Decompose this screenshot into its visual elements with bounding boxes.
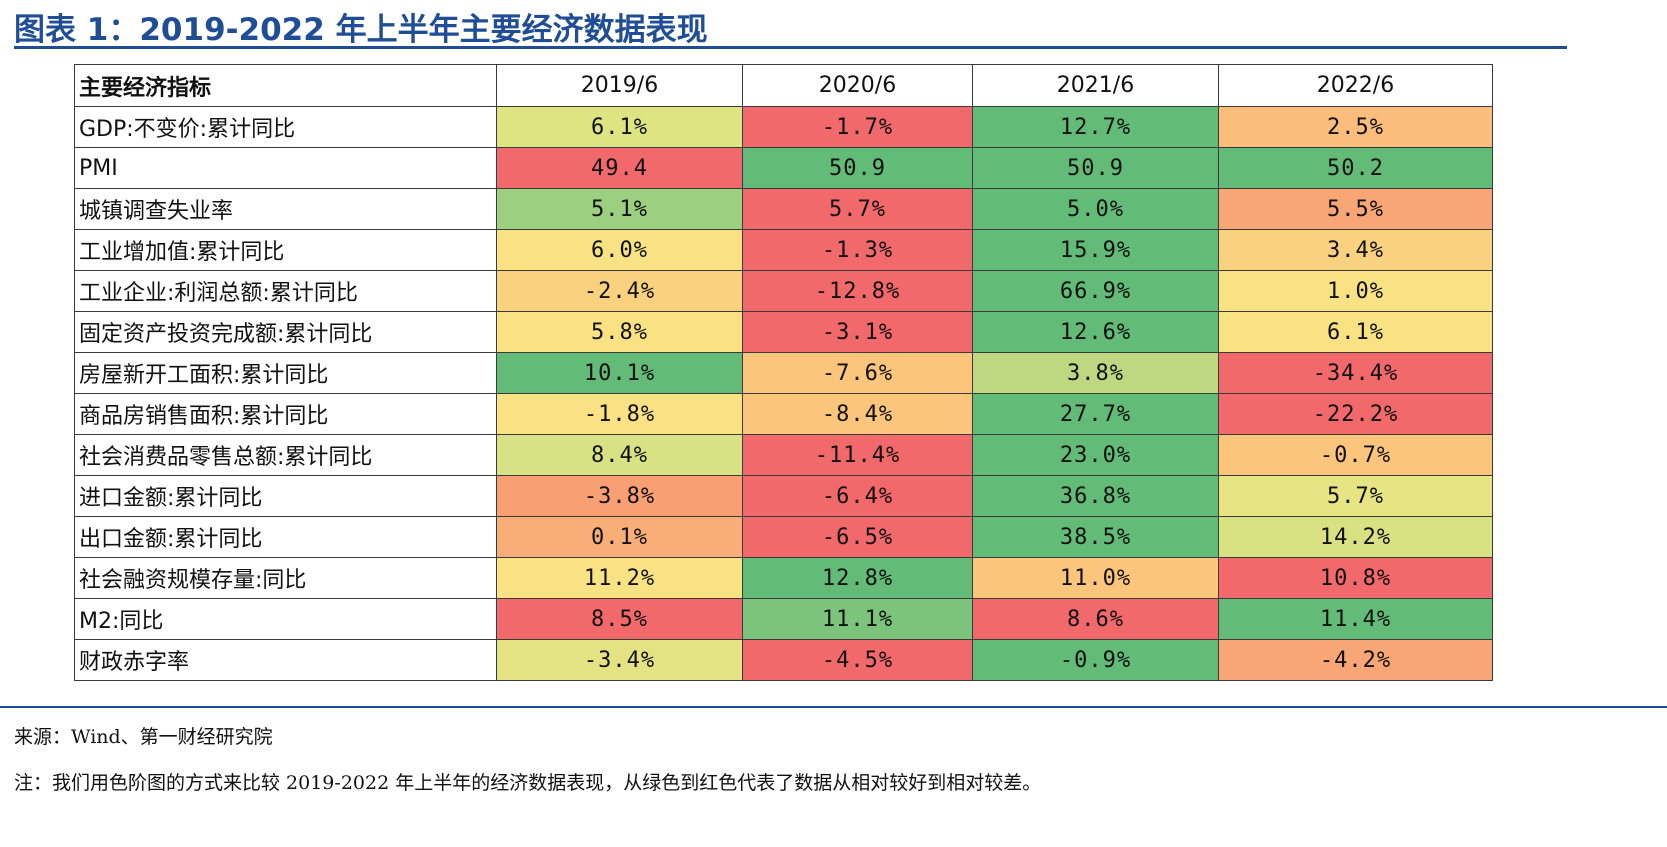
value-cell: 5.5% (1218, 188, 1493, 230)
value-cell: 49.4 (496, 147, 743, 189)
value-cell: 10.8% (1218, 557, 1493, 599)
value-cell: -1.7% (742, 106, 973, 148)
table-row: 财政赤字率 -3.4% -4.5% -0.9% -4.2% (74, 639, 1493, 681)
value-cell: 0.1% (496, 516, 743, 558)
column-header: 2021/6 (972, 64, 1219, 107)
value-cell: 6.1% (1218, 311, 1493, 353)
value-cell: 66.9% (972, 270, 1219, 312)
page-title: 图表 1：2019-2022 年上半年主要经济数据表现 (14, 12, 708, 48)
table-row: 工业企业:利润总额:累计同比 -2.4% -12.8% 66.9% 1.0% (74, 270, 1493, 312)
value-cell: -11.4% (742, 434, 973, 476)
value-cell: 8.6% (972, 598, 1219, 640)
table-row: PMI 49.4 50.9 50.9 50.2 (74, 147, 1493, 189)
value-cell: -1.3% (742, 229, 973, 271)
value-cell: 1.0% (1218, 270, 1493, 312)
value-cell: -2.4% (496, 270, 743, 312)
value-cell: 27.7% (972, 393, 1219, 435)
value-cell: 5.8% (496, 311, 743, 353)
table-row: 社会融资规模存量:同比 11.2% 12.8% 11.0% 10.8% (74, 557, 1493, 599)
value-cell: 14.2% (1218, 516, 1493, 558)
value-cell: -6.5% (742, 516, 973, 558)
value-cell: -3.8% (496, 475, 743, 517)
value-cell: 5.7% (742, 188, 973, 230)
source-note: 来源：Wind、第一财经研究院 (14, 726, 273, 748)
value-cell: -22.2% (1218, 393, 1493, 435)
indicator-label: 进口金额:累计同比 (74, 475, 497, 517)
value-cell: -34.4% (1218, 352, 1493, 394)
column-header: 2022/6 (1218, 64, 1493, 107)
indicator-label: M2:同比 (74, 598, 497, 640)
table-row: 固定资产投资完成额:累计同比 5.8% -3.1% 12.6% 6.1% (74, 311, 1493, 353)
column-header: 主要经济指标 (74, 64, 497, 107)
value-cell: 50.9 (742, 147, 973, 189)
value-cell: -1.8% (496, 393, 743, 435)
value-cell: 11.4% (1218, 598, 1493, 640)
table-row: 工业增加值:累计同比 6.0% -1.3% 15.9% 3.4% (74, 229, 1493, 271)
value-cell: 11.0% (972, 557, 1219, 599)
footer-divider (0, 706, 1667, 708)
value-cell: 3.4% (1218, 229, 1493, 271)
value-cell: 12.6% (972, 311, 1219, 353)
column-header: 2020/6 (742, 64, 973, 107)
value-cell: -7.6% (742, 352, 973, 394)
value-cell: 6.0% (496, 229, 743, 271)
indicator-label: 工业增加值:累计同比 (74, 229, 497, 271)
table-row: GDP:不变价:累计同比 6.1% -1.7% 12.7% 2.5% (74, 106, 1493, 148)
value-cell: 5.1% (496, 188, 743, 230)
value-cell: -0.7% (1218, 434, 1493, 476)
value-cell: -0.9% (972, 639, 1219, 681)
value-cell: 23.0% (972, 434, 1219, 476)
value-cell: 36.8% (972, 475, 1219, 517)
table-row: 社会消费品零售总额:累计同比 8.4% -11.4% 23.0% -0.7% (74, 434, 1493, 476)
column-header: 2019/6 (496, 64, 743, 107)
table-header-row: 主要经济指标 2019/6 2020/6 2021/6 2022/6 (74, 64, 1493, 107)
value-cell: 11.1% (742, 598, 973, 640)
value-cell: 15.9% (972, 229, 1219, 271)
table-row: 城镇调查失业率 5.1% 5.7% 5.0% 5.5% (74, 188, 1493, 230)
value-cell: -3.4% (496, 639, 743, 681)
indicator-label: 固定资产投资完成额:累计同比 (74, 311, 497, 353)
table-row: 出口金额:累计同比 0.1% -6.5% 38.5% 14.2% (74, 516, 1493, 558)
indicator-label: 房屋新开工面积:累计同比 (74, 352, 497, 394)
value-cell: 50.2 (1218, 147, 1493, 189)
value-cell: -4.5% (742, 639, 973, 681)
value-cell: 8.4% (496, 434, 743, 476)
value-cell: -4.2% (1218, 639, 1493, 681)
indicator-label: 出口金额:累计同比 (74, 516, 497, 558)
economic-data-table: 主要经济指标 2019/6 2020/6 2021/6 2022/6 GDP:不… (74, 64, 1493, 681)
table-row: 房屋新开工面积:累计同比 10.1% -7.6% 3.8% -34.4% (74, 352, 1493, 394)
table-row: M2:同比 8.5% 11.1% 8.6% 11.4% (74, 598, 1493, 640)
footnote: 注：我们用色阶图的方式来比较 2019-2022 年上半年的经济数据表现，从绿色… (14, 772, 1042, 794)
value-cell: 10.1% (496, 352, 743, 394)
indicator-label: PMI (74, 147, 497, 189)
indicator-label: 社会融资规模存量:同比 (74, 557, 497, 599)
value-cell: 3.8% (972, 352, 1219, 394)
indicator-label: 商品房销售面积:累计同比 (74, 393, 497, 435)
value-cell: 5.7% (1218, 475, 1493, 517)
value-cell: 50.9 (972, 147, 1219, 189)
title-divider (14, 46, 1567, 49)
value-cell: 6.1% (496, 106, 743, 148)
table-row: 商品房销售面积:累计同比 -1.8% -8.4% 27.7% -22.2% (74, 393, 1493, 435)
indicator-label: 工业企业:利润总额:累计同比 (74, 270, 497, 312)
value-cell: -8.4% (742, 393, 973, 435)
value-cell: 12.7% (972, 106, 1219, 148)
value-cell: -6.4% (742, 475, 973, 517)
table-row: 进口金额:累计同比 -3.8% -6.4% 36.8% 5.7% (74, 475, 1493, 517)
indicator-label: 财政赤字率 (74, 639, 497, 681)
indicator-label: 城镇调查失业率 (74, 188, 497, 230)
value-cell: 12.8% (742, 557, 973, 599)
value-cell: 2.5% (1218, 106, 1493, 148)
value-cell: 5.0% (972, 188, 1219, 230)
value-cell: 11.2% (496, 557, 743, 599)
indicator-label: 社会消费品零售总额:累计同比 (74, 434, 497, 476)
indicator-label: GDP:不变价:累计同比 (74, 106, 497, 148)
value-cell: -3.1% (742, 311, 973, 353)
value-cell: 8.5% (496, 598, 743, 640)
value-cell: 38.5% (972, 516, 1219, 558)
value-cell: -12.8% (742, 270, 973, 312)
